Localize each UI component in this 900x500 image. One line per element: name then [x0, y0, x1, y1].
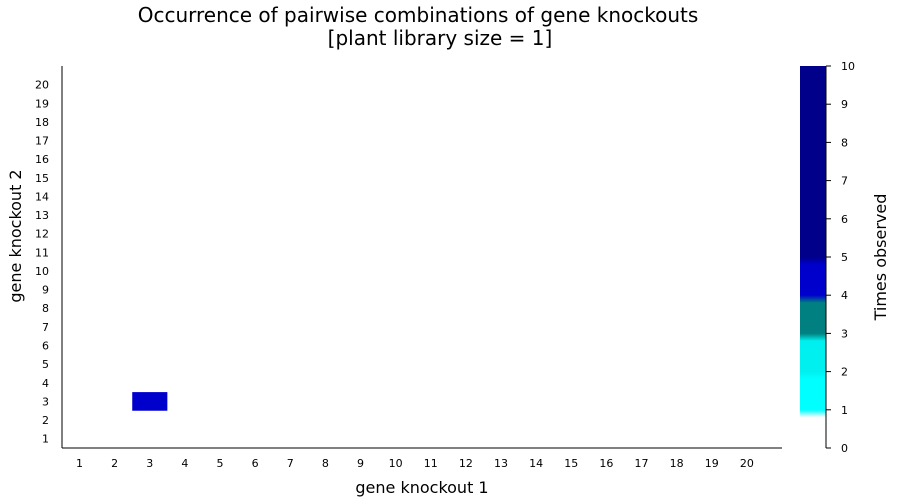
y-tick-label: 16: [35, 153, 49, 166]
x-tick-label: 11: [424, 457, 438, 470]
x-tick-label: 6: [252, 457, 259, 470]
y-tick-label: 15: [35, 172, 49, 185]
y-tick-label: 11: [35, 246, 49, 259]
x-tick-label: 13: [494, 457, 508, 470]
heatmap-cell: [132, 392, 168, 411]
colorbar-tick-label: 2: [841, 366, 848, 379]
x-tick-label: 10: [389, 457, 403, 470]
colorbar-tick-label: 3: [841, 327, 848, 340]
x-tick-label: 20: [740, 457, 754, 470]
x-tick-label: 12: [459, 457, 473, 470]
y-tick-label: 8: [42, 302, 49, 315]
y-tick-label: 5: [42, 358, 49, 371]
colorbar-tick-label: 9: [841, 98, 848, 111]
x-axis-ticks: 1 2 3 4 5 6 7 8 9 10 11 12 13 14 15 16 17 18 19 20: [76, 457, 754, 470]
y-tick-label: 6: [42, 340, 49, 353]
x-tick-label: 14: [529, 457, 543, 470]
x-tick-label: 8: [322, 457, 329, 470]
colorbar-tick-label: 8: [841, 136, 848, 149]
x-tick-label: 17: [635, 457, 649, 470]
y-tick-label: 2: [42, 414, 49, 427]
y-tick-label: 1: [42, 433, 49, 446]
y-tick-label: 17: [35, 135, 49, 148]
colorbar-tick-label: 5: [841, 251, 848, 264]
chart-title: Occurrence of pairwise combinations of g…: [138, 3, 699, 27]
y-tick-label: 3: [42, 395, 49, 408]
y-tick-label: 10: [35, 265, 49, 278]
x-tick-label: 2: [111, 457, 118, 470]
x-tick-label: 1: [76, 457, 83, 470]
heatmap-cells: [132, 392, 168, 411]
x-tick-label: 19: [705, 457, 719, 470]
x-tick-label: 16: [599, 457, 613, 470]
y-tick-label: 18: [35, 116, 49, 129]
y-tick-label: 20: [35, 79, 49, 92]
colorbar-tick-label: 4: [841, 289, 848, 302]
y-tick-label: 9: [42, 284, 49, 297]
colorbar-ticks: 0 1 2 3 4 5 6 7 8 9 10: [826, 60, 855, 455]
colorbar-label: Times observed: [871, 194, 890, 322]
colorbar-tick-label: 10: [841, 60, 855, 73]
colorbar-tick-label: 1: [841, 404, 848, 417]
x-tick-label: 4: [181, 457, 188, 470]
y-tick-label: 19: [35, 97, 49, 110]
y-tick-label: 13: [35, 209, 49, 222]
x-tick-label: 18: [670, 457, 684, 470]
y-tick-label: 14: [35, 190, 49, 203]
chart-subtitle: [plant library size = 1]: [328, 26, 553, 50]
x-tick-label: 5: [217, 457, 224, 470]
x-tick-label: 3: [146, 457, 153, 470]
y-tick-label: 12: [35, 228, 49, 241]
colorbar-tick-label: 0: [841, 442, 848, 455]
y-tick-label: 4: [42, 377, 49, 390]
x-tick-label: 9: [357, 457, 364, 470]
x-tick-label: 15: [564, 457, 578, 470]
colorbar-tick-label: 6: [841, 213, 848, 226]
colorbar-tick-label: 7: [841, 175, 848, 188]
y-axis-label: gene knockout 2: [6, 169, 25, 302]
x-axis-label: gene knockout 1: [355, 478, 488, 497]
colorbar: [800, 66, 826, 448]
x-tick-label: 7: [287, 457, 294, 470]
y-tick-label: 7: [42, 321, 49, 334]
